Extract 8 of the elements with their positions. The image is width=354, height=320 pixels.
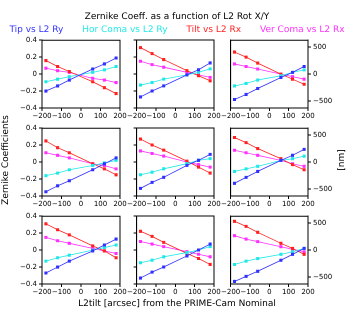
text: Zernike Coeff. as a function of L2 Rot X/Y [84, 12, 270, 22]
text: Hor Coma vs L2 Ry [82, 25, 168, 35]
y2-axis-title: [nm] [337, 148, 347, 173]
x-axis-title: L2tilt [arcsec] from the PRIME-Cam Nominal [77, 299, 277, 309]
text: Tilt vs L2 Rx [186, 25, 242, 35]
y-axis-title: Zernike Coefficients [1, 114, 11, 207]
text: Tip vs L2 Ry [9, 25, 64, 35]
text: Ver Coma vs L2 Rx [260, 25, 345, 35]
